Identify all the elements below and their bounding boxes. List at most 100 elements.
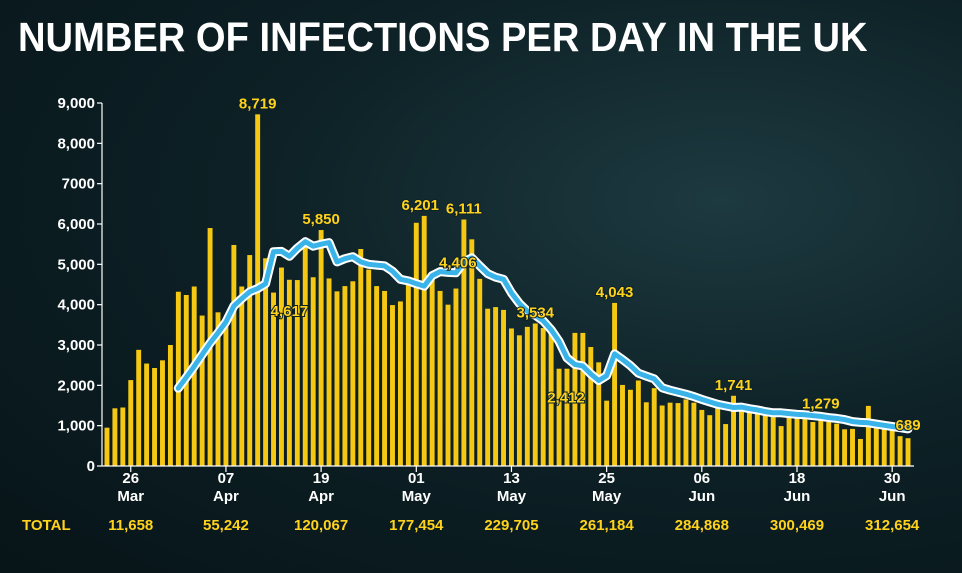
bar bbox=[382, 290, 388, 466]
bar bbox=[144, 363, 150, 466]
bar bbox=[778, 426, 784, 466]
total-value: 55,242 bbox=[203, 517, 249, 534]
bar bbox=[342, 286, 348, 466]
bar bbox=[667, 402, 673, 466]
bar bbox=[627, 389, 633, 466]
annotations: 8,719 5,850 4,617 6,201 6,111 4,406 3,534 2,412… bbox=[238, 94, 922, 435]
bar bbox=[469, 239, 475, 466]
bar bbox=[715, 404, 721, 466]
rolling-average-line bbox=[173, 237, 913, 434]
bar bbox=[707, 415, 713, 466]
x-axis: 26Mar07Apr19Apr01May13May25May06Jun18Jun… bbox=[102, 465, 914, 505]
bar bbox=[834, 423, 840, 466]
bar bbox=[294, 280, 300, 466]
totals-label: TOTAL bbox=[22, 517, 71, 534]
data-label: 3,534 bbox=[516, 304, 554, 321]
bar bbox=[112, 408, 118, 466]
y-tick-label: 8,000 bbox=[57, 135, 95, 152]
bar bbox=[397, 301, 403, 466]
chart-title: NUMBER OF INFECTIONS PER DAY IN THE UK bbox=[18, 14, 868, 60]
bar bbox=[461, 219, 467, 466]
total-value: 312,654 bbox=[865, 517, 920, 534]
bar bbox=[263, 258, 269, 466]
x-tick-month: Apr bbox=[213, 488, 239, 505]
x-tick-day: 26 bbox=[122, 470, 139, 487]
x-tick-day: 30 bbox=[884, 470, 901, 487]
x-tick-month: Apr bbox=[308, 488, 334, 505]
bar bbox=[794, 416, 800, 466]
bar bbox=[437, 290, 443, 466]
data-label: 2,412 bbox=[547, 390, 585, 407]
y-tick-label: 9,000 bbox=[57, 95, 95, 112]
bar bbox=[524, 326, 530, 466]
bar bbox=[754, 407, 760, 466]
data-label: 6,201 bbox=[401, 197, 439, 214]
totals-row: TOTAL 11,658 55,242 120,067 177,454 229,705 26… bbox=[22, 517, 920, 534]
data-label: 1,741 bbox=[715, 377, 753, 394]
bar bbox=[620, 384, 625, 466]
bar bbox=[175, 291, 181, 466]
bar bbox=[358, 249, 364, 466]
data-label: 5,850 bbox=[302, 211, 340, 228]
bar bbox=[286, 279, 292, 466]
y-tick-label: 4,000 bbox=[57, 297, 95, 314]
bar bbox=[445, 304, 451, 466]
x-tick-day: 07 bbox=[218, 470, 235, 487]
bar bbox=[374, 286, 380, 466]
data-label: 6,111 bbox=[446, 201, 482, 218]
y-tick-label: 1,000 bbox=[57, 418, 95, 435]
bar bbox=[786, 415, 792, 466]
bar bbox=[635, 380, 641, 466]
bar bbox=[889, 429, 895, 466]
bar bbox=[865, 405, 871, 466]
bar bbox=[390, 305, 395, 466]
y-tick-label: 3,000 bbox=[57, 337, 95, 354]
bar bbox=[136, 349, 142, 466]
bar bbox=[271, 292, 276, 466]
total-value: 300,469 bbox=[770, 517, 824, 534]
bar bbox=[564, 368, 570, 466]
x-tick-day: 19 bbox=[313, 470, 330, 487]
bar bbox=[429, 274, 435, 466]
bar bbox=[540, 328, 546, 466]
bar bbox=[683, 399, 689, 466]
bar bbox=[659, 405, 665, 466]
bar bbox=[897, 436, 903, 466]
bar bbox=[239, 286, 245, 466]
bar bbox=[366, 269, 372, 466]
bar bbox=[215, 312, 221, 466]
bar bbox=[580, 332, 586, 466]
bar bbox=[278, 267, 284, 466]
x-tick-day: 13 bbox=[503, 470, 520, 487]
bar bbox=[413, 222, 419, 466]
x-tick-day: 01 bbox=[408, 470, 425, 487]
rolling-average-line bbox=[175, 239, 911, 432]
x-tick-month: May bbox=[402, 488, 432, 505]
bar bbox=[842, 429, 848, 466]
bar bbox=[302, 243, 308, 466]
bar bbox=[223, 319, 229, 466]
bar bbox=[556, 368, 562, 466]
bar bbox=[160, 360, 165, 466]
bar bbox=[493, 307, 499, 466]
x-tick-day: 25 bbox=[598, 470, 615, 487]
data-label: 1,279 bbox=[802, 395, 840, 412]
bar bbox=[191, 286, 197, 466]
bar bbox=[604, 400, 610, 466]
bar bbox=[120, 407, 126, 466]
bar bbox=[731, 395, 737, 466]
y-tick-label: 2,000 bbox=[57, 377, 95, 394]
bar bbox=[850, 428, 855, 466]
bar bbox=[509, 328, 514, 466]
total-value: 284,868 bbox=[675, 517, 729, 534]
bar bbox=[572, 332, 578, 466]
total-value: 229,705 bbox=[484, 517, 538, 534]
bar bbox=[334, 291, 340, 466]
bar bbox=[857, 438, 863, 466]
x-tick-day: 18 bbox=[789, 470, 806, 487]
bar bbox=[651, 388, 657, 466]
total-value: 261,184 bbox=[580, 517, 635, 534]
bar bbox=[152, 367, 158, 466]
bar bbox=[802, 418, 808, 466]
